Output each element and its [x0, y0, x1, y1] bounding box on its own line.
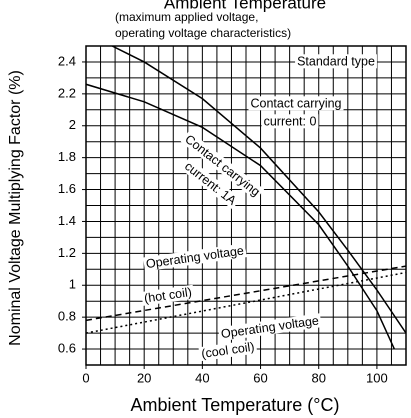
label-background	[180, 157, 241, 210]
x-tick-label: 80	[311, 370, 325, 385]
series-label-group: Contact carrying	[248, 96, 344, 111]
label-background	[141, 284, 195, 306]
y-tick-label: 2	[69, 117, 76, 132]
series-line	[86, 83, 396, 350]
annotation-group: Standard type	[295, 54, 377, 69]
label-background	[143, 243, 247, 272]
chart-title: Ambient Temperature	[164, 0, 326, 12]
series-label-group: (hot coil)	[141, 284, 195, 306]
annotation: Standard type	[297, 54, 375, 68]
y-tick-label: 1.2	[58, 245, 76, 260]
label-background	[295, 54, 377, 69]
label-background	[248, 96, 344, 111]
y-tick-label: 2.4	[58, 53, 76, 68]
y-tick-label: 1.8	[58, 149, 76, 164]
label-background	[261, 114, 319, 129]
y-tick-label: 1.4	[58, 213, 76, 228]
series-label: Contact carrying	[250, 96, 341, 110]
y-tick-label: 0.6	[58, 340, 76, 355]
series-label: (cool coil)	[200, 340, 255, 361]
series-label: (hot coil)	[143, 285, 192, 306]
x-tick-label: 40	[195, 370, 209, 385]
subtitle: (maximum applied voltage,	[115, 10, 258, 24]
x-tick-label: 0	[82, 370, 89, 385]
series-label: Operating voltage	[145, 243, 245, 271]
y-tick-label: 2.2	[58, 85, 76, 100]
series-line	[86, 271, 406, 334]
subtitle: operating voltage characteristics)	[115, 26, 291, 40]
x-tick-label: 60	[253, 370, 267, 385]
y-tick-label: 1.6	[58, 181, 76, 196]
series-label-group: (cool coil)	[198, 339, 258, 362]
x-axis-label: Ambient Temperature (°C)	[131, 395, 340, 415]
series-line	[111, 46, 406, 334]
plot-frame	[85, 45, 407, 366]
label-background	[198, 339, 258, 362]
y-axis-label: Nominal Voltage Multiplying Factor (%)	[7, 70, 24, 346]
series-label-group: current: 0	[261, 114, 319, 129]
y-tick-label: 0.8	[58, 309, 76, 324]
x-tick-label: 20	[137, 370, 151, 385]
y-tick-label: 1	[69, 277, 76, 292]
x-tick-label: 100	[366, 370, 388, 385]
series-line	[86, 265, 406, 322]
label-background	[180, 130, 265, 201]
label-background	[218, 313, 322, 342]
series-label: current: 0	[264, 114, 317, 128]
